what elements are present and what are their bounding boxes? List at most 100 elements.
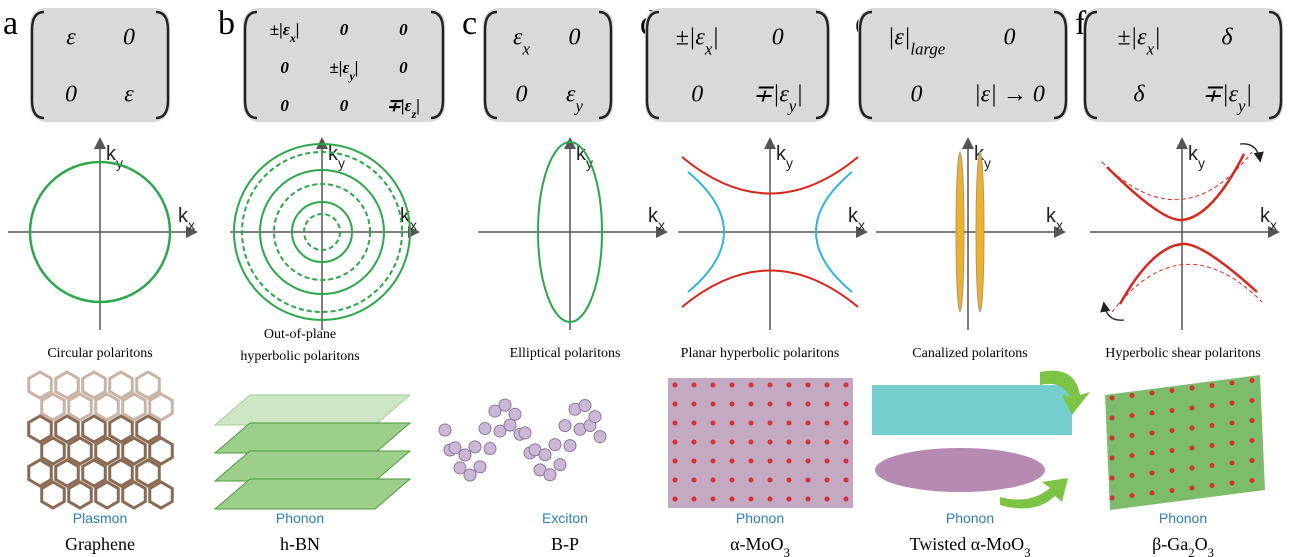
- text-run: 0: [340, 20, 349, 39]
- oxygen: [844, 478, 849, 483]
- material-name: α-MoO3: [730, 534, 790, 557]
- oxygen: [787, 478, 792, 483]
- crystal-illustration: [872, 371, 1090, 509]
- kx-label: kx: [1046, 205, 1063, 233]
- polariton-type: Circular polaritons: [47, 346, 152, 361]
- canalized-contour: [976, 152, 984, 312]
- hexagon: [42, 438, 65, 464]
- atom: [554, 459, 566, 471]
- oxygen: [768, 421, 773, 426]
- text-run: 0: [399, 20, 408, 39]
- atom: [499, 399, 511, 411]
- oxygen: [1210, 463, 1215, 468]
- kx-label: kx: [848, 205, 865, 233]
- matrix-entry: 0: [280, 58, 289, 77]
- excitation-type: Phonon: [736, 510, 784, 526]
- panel-letter: b: [218, 5, 235, 42]
- text-run: |ε| → 0: [974, 82, 1045, 108]
- text-run: |: [796, 82, 803, 108]
- text-run: 0: [911, 82, 923, 108]
- oxygen: [1150, 451, 1155, 456]
- oxygen: [787, 402, 792, 407]
- matrix-entry: 0: [340, 96, 349, 115]
- hexagon: [83, 372, 106, 398]
- oxygen: [1230, 461, 1235, 466]
- oxygen: [768, 478, 773, 483]
- atom: [549, 439, 561, 451]
- oxygen: [1250, 438, 1255, 443]
- text-run: ∓|ε: [1202, 82, 1239, 108]
- subscript: y: [1198, 155, 1205, 171]
- excitation-type: Phonon: [276, 510, 324, 526]
- oxygen: [711, 478, 716, 483]
- hexagon: [110, 372, 133, 398]
- panel-letter: c: [462, 5, 477, 42]
- ky-label: ky: [776, 143, 793, 171]
- canalized-contour: [956, 152, 964, 312]
- hexagon: [56, 416, 79, 442]
- oxygen: [825, 459, 830, 464]
- text-run: α-MoO: [730, 534, 783, 554]
- oxygen: [1130, 493, 1135, 498]
- text-run: ±|ε: [676, 25, 706, 51]
- oxygen: [1150, 411, 1155, 416]
- reference-line: [1102, 152, 1252, 200]
- oxygen: [711, 402, 716, 407]
- oxygen: [711, 383, 716, 388]
- oxygen: [1250, 398, 1255, 403]
- hexagon: [56, 372, 79, 398]
- polariton-type: Canalized polaritons: [912, 346, 1027, 361]
- text-run: |: [416, 96, 420, 115]
- oxygen: [1250, 418, 1255, 423]
- oxygen: [1150, 391, 1155, 396]
- subscript: large: [910, 39, 945, 58]
- oxygen: [1110, 476, 1115, 481]
- oxygen: [692, 497, 697, 502]
- matrix-box: [483, 8, 613, 122]
- oxygen: [673, 497, 678, 502]
- text-run: ∓|ε: [387, 96, 412, 115]
- matrix-entry: 0: [340, 20, 349, 39]
- hexagon: [29, 416, 52, 442]
- oxygen: [825, 478, 830, 483]
- excitation-type: Exciton: [542, 510, 588, 526]
- oxygen: [1110, 496, 1115, 501]
- matrix-entry: 0: [1004, 25, 1016, 51]
- text-run: |: [1246, 82, 1253, 108]
- text-run: |ε|: [888, 25, 911, 51]
- oxygen: [1210, 383, 1215, 388]
- matrix-entry: δ: [1133, 82, 1145, 108]
- oxygen: [1150, 471, 1155, 476]
- text-run: |: [1154, 25, 1161, 51]
- text-run: 0: [691, 82, 703, 108]
- oxygen: [1230, 441, 1235, 446]
- subscript: y: [338, 155, 345, 171]
- hexagon: [137, 460, 160, 486]
- oxygen: [673, 459, 678, 464]
- crystal-illustration: [29, 372, 173, 508]
- layer: [215, 479, 410, 509]
- hexagon: [69, 438, 92, 464]
- oxygen: [749, 459, 754, 464]
- material-name: β-Ga2O3: [1152, 534, 1214, 557]
- subscript: x: [188, 217, 195, 233]
- matrix-entry: ε: [124, 82, 134, 108]
- layer: [215, 395, 410, 425]
- subscript: 3: [784, 546, 790, 557]
- oxygen: [711, 440, 716, 445]
- polariton-type: hyperbolic polaritons: [240, 349, 359, 364]
- oxygen: [1170, 488, 1175, 493]
- text-run: 0: [516, 82, 528, 108]
- ky-label: ky: [576, 143, 593, 171]
- reference-line: [1112, 264, 1262, 312]
- atom: [504, 419, 516, 431]
- subscript: x: [289, 31, 296, 45]
- hexagon: [123, 438, 146, 464]
- panel-letter: a: [3, 5, 18, 42]
- ky-label: ky: [106, 143, 123, 171]
- text-run: ±|ε: [1117, 25, 1147, 51]
- matrix-entry: |ε| → 0: [974, 82, 1045, 108]
- text-run: 0: [65, 82, 77, 108]
- oxygen: [730, 383, 735, 388]
- oxygen: [1210, 483, 1215, 488]
